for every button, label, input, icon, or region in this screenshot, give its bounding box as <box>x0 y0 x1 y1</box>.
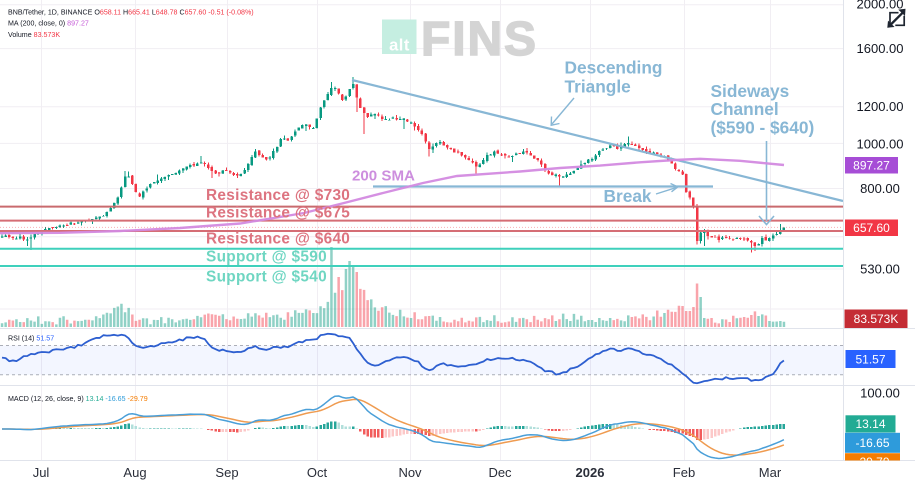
svg-text:Sep: Sep <box>215 465 238 480</box>
svg-text:1600.00: 1600.00 <box>857 41 904 56</box>
svg-text:200 SMA: 200 SMA <box>352 168 415 185</box>
svg-text:1000.00: 1000.00 <box>857 137 904 152</box>
svg-text:Resistance @ $730: Resistance @ $730 <box>206 187 350 204</box>
svg-text:Jul: Jul <box>33 465 50 480</box>
svg-text:MACD (12, 26, close, 9) 13.14: MACD (12, 26, close, 9) 13.14 -16.65 -29… <box>8 395 148 403</box>
svg-text:Sideways: Sideways <box>711 81 790 101</box>
svg-text:Triangle: Triangle <box>565 77 632 97</box>
svg-text:100.00: 100.00 <box>860 386 900 401</box>
svg-text:RSI (14) 51.57: RSI (14) 51.57 <box>8 335 54 343</box>
svg-text:FINS: FINS <box>421 13 538 66</box>
svg-text:Nov: Nov <box>398 465 422 480</box>
svg-text:13.14: 13.14 <box>855 417 885 431</box>
svg-text:2026: 2026 <box>576 465 605 480</box>
svg-text:83.573K: 83.573K <box>854 312 899 326</box>
svg-text:800.00: 800.00 <box>860 181 900 196</box>
svg-text:-16.65: -16.65 <box>855 436 889 450</box>
svg-text:657.60: 657.60 <box>853 221 890 235</box>
svg-text:Mar: Mar <box>759 465 782 480</box>
svg-text:Oct: Oct <box>307 465 328 480</box>
svg-text:Dec: Dec <box>488 465 512 480</box>
svg-text:BNB/Tether, 1D, BINANCE O658.1: BNB/Tether, 1D, BINANCE O658.11 H665.41 … <box>8 8 254 16</box>
svg-text:Volume 83.573K: Volume 83.573K <box>8 31 60 39</box>
svg-text:Resistance @ $640: Resistance @ $640 <box>206 231 350 248</box>
svg-text:alt: alt <box>389 37 410 55</box>
svg-text:Break: Break <box>604 186 652 206</box>
svg-text:-29.79: -29.79 <box>855 455 889 469</box>
svg-text:Resistance @ $675: Resistance @ $675 <box>206 204 350 221</box>
svg-text:Feb: Feb <box>673 465 695 480</box>
svg-text:2000.00: 2000.00 <box>857 0 904 12</box>
svg-text:MA (200, close, 0) 897.27: MA (200, close, 0) 897.27 <box>8 20 89 28</box>
svg-text:897.27: 897.27 <box>853 159 890 173</box>
svg-text:530.00: 530.00 <box>860 262 900 277</box>
svg-text:Aug: Aug <box>123 465 146 480</box>
svg-text:($590 - $640): ($590 - $640) <box>711 118 815 138</box>
svg-text:1200.00: 1200.00 <box>857 99 904 114</box>
svg-text:51.57: 51.57 <box>855 352 885 366</box>
svg-text:Channel: Channel <box>711 99 779 119</box>
svg-text:Descending: Descending <box>565 58 663 78</box>
svg-text:Support @ $590: Support @ $590 <box>206 248 327 265</box>
svg-text:Support @ $540: Support @ $540 <box>206 268 327 285</box>
